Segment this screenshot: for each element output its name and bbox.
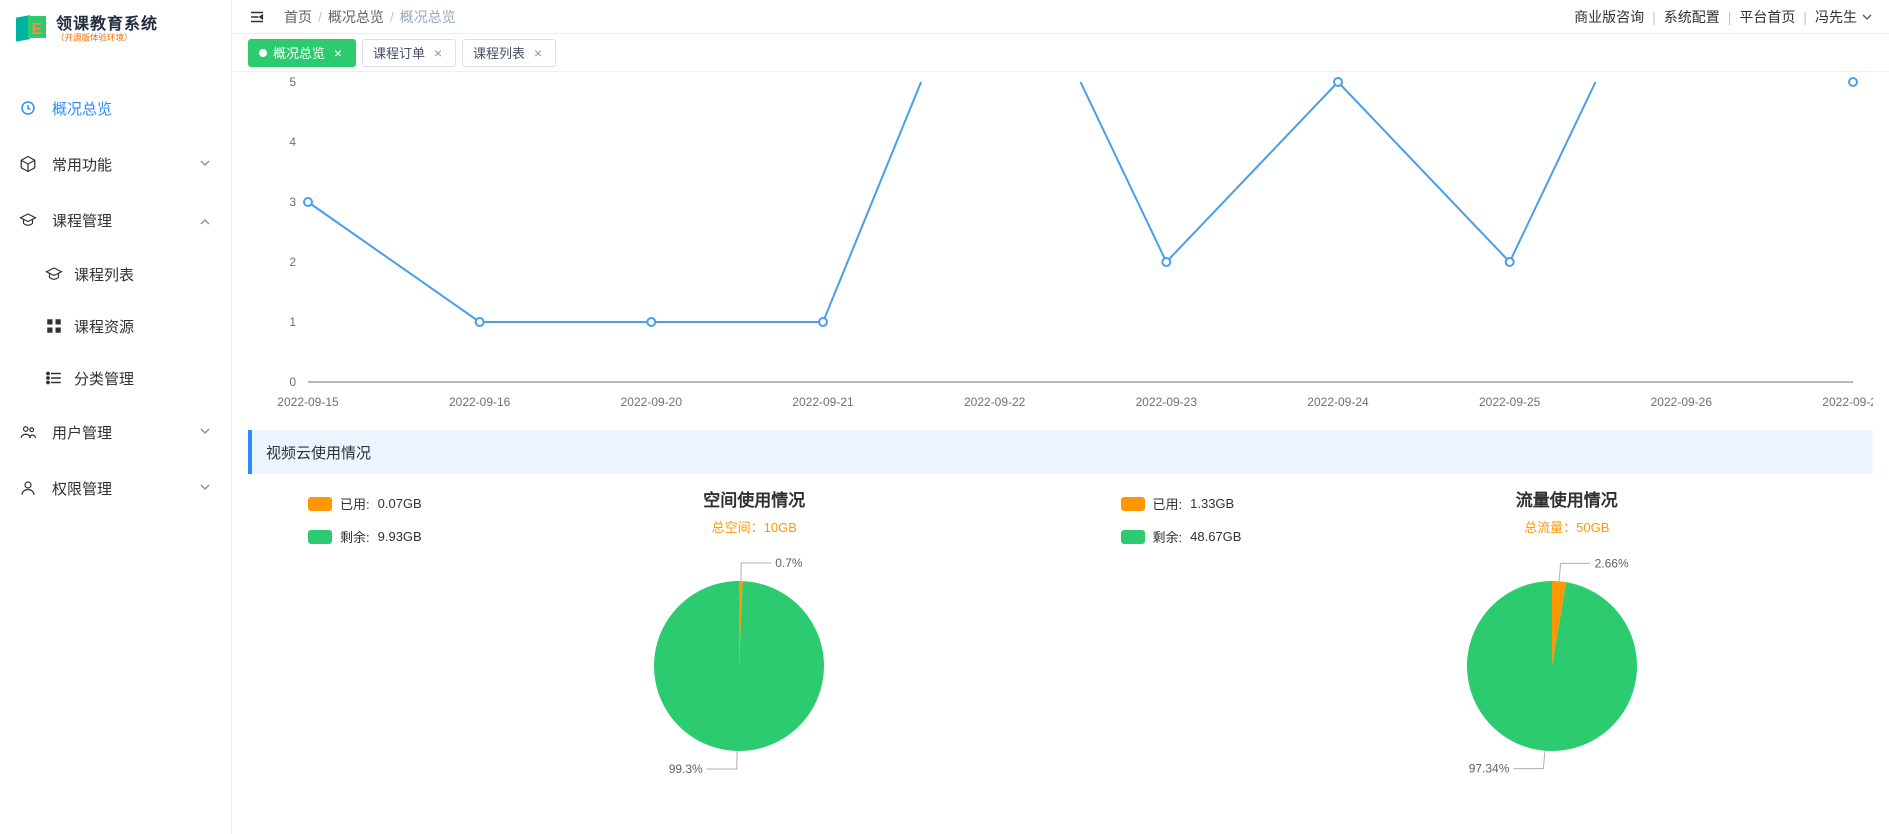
link-platform-home[interactable]: 平台首页 [1739,7,1795,27]
tab-active-dot [259,49,267,57]
pie-title-space: 空间使用情况 [703,486,805,511]
cube-icon [18,154,38,174]
breadcrumb-item[interactable]: 概况总览 [328,7,384,27]
tabs-bar: 概况总览×课程订单×课程列表× [232,34,1889,72]
sidebar-item-course-list[interactable]: 课程列表 [0,248,231,300]
pie-subtitle-space: 总空间：10GB [712,517,797,536]
line-chart: 0 1 2 3 4 5 2022-09-15 2022-09-16 2022-09-20 2022… [248,72,1873,422]
svg-text:4: 4 [289,135,296,149]
user-dropdown[interactable]: 冯先生 [1815,7,1873,27]
grad-cap-icon [44,264,64,284]
section-header-video: 视频云使用情况 [248,430,1873,474]
svg-text:2022-09-24: 2022-09-24 [1307,395,1369,409]
legend-remain[interactable]: 剩余: 48.67GB [1121,527,1261,546]
svg-text:2022-09-20: 2022-09-20 [621,395,683,409]
grad-cap-icon [18,210,38,230]
legend-used[interactable]: 已用: 1.33GB [1121,494,1261,513]
chevron-icon [199,480,211,497]
sidebar-item-category[interactable]: 分类管理 [0,352,231,404]
chevron-icon [199,424,211,441]
brand-logo[interactable]: E 领课教育系统 （开源版体验环境） [0,0,231,60]
svg-text:2022-09-26: 2022-09-26 [1651,395,1713,409]
chevron-icon [199,212,211,229]
sidebar-item-overview[interactable]: 概况总览 [0,80,231,136]
breadcrumb-item[interactable]: 首页 [284,7,312,27]
logo-icon: E [14,12,50,48]
svg-text:1: 1 [289,315,296,329]
link-sysconf[interactable]: 系统配置 [1664,7,1720,27]
pie-subtitle-traffic: 总流量：50GB [1524,517,1609,536]
sidebar-menu: 概况总览常用功能课程管理课程列表课程资源分类管理用户管理权限管理 [0,60,231,516]
dashboard-icon [18,98,38,118]
svg-text:97.34%: 97.34% [1468,762,1509,776]
space-pie-chart: 0.7% 99.3% [629,546,879,776]
svg-text:0.7%: 0.7% [776,556,804,570]
svg-text:2022-09-21: 2022-09-21 [792,395,854,409]
tab-概况总览[interactable]: 概况总览× [248,39,356,67]
svg-text:0: 0 [289,375,296,389]
pie-title-traffic: 流量使用情况 [1516,486,1618,511]
legend-swatch-remain [308,530,332,544]
legend-remain[interactable]: 剩余: 9.93GB [308,527,448,546]
sidebar-item-common[interactable]: 常用功能 [0,136,231,192]
breadcrumb: 首页 / 概况总览 / 概况总览 [284,7,1574,27]
grid-icon [44,316,64,336]
legend-swatch-used [1121,497,1145,511]
brand-title: 领课教育系统 [56,16,158,34]
pie-row: 已用: 0.07GB 剩余: 9.93GB 空间使用情况 总空间：10GB [248,486,1873,776]
svg-text:2022-09-16: 2022-09-16 [449,395,511,409]
legend-swatch-used [308,497,332,511]
close-icon[interactable]: × [331,46,345,60]
svg-text:2: 2 [289,255,296,269]
svg-text:2022-09-22: 2022-09-22 [964,395,1026,409]
svg-text:3: 3 [289,195,296,209]
space-usage-panel: 已用: 0.07GB 剩余: 9.93GB 空间使用情况 总空间：10GB [248,486,1061,776]
svg-text:2022-09-15: 2022-09-15 [277,395,339,409]
user-icon [18,478,38,498]
chevron-icon [199,156,211,173]
sidebar-item-course-resource[interactable]: 课程资源 [0,300,231,352]
close-icon[interactable]: × [531,46,545,60]
traffic-usage-panel: 已用: 1.33GB 剩余: 48.67GB 流量使用情况 总流量：50GB [1061,486,1874,776]
tab-课程列表[interactable]: 课程列表× [462,39,556,67]
sidebar: E 领课教育系统 （开源版体验环境） 概况总览常用功能课程管理课程列表课程资源分… [0,0,232,834]
sidebar-item-course[interactable]: 课程管理 [0,192,231,248]
svg-text:2022-09-23: 2022-09-23 [1136,395,1198,409]
list-icon [44,368,64,388]
svg-text:2022-09-25: 2022-09-25 [1479,395,1541,409]
chevron-down-icon [1861,11,1873,23]
link-consult[interactable]: 商业版咨询 [1574,7,1644,27]
svg-text:2022-09-28: 2022-09-28 [1822,395,1873,409]
sidebar-item-perm[interactable]: 权限管理 [0,460,231,516]
legend-swatch-remain [1121,530,1145,544]
traffic-pie-chart: 2.66% 97.34% [1442,546,1692,776]
tab-课程订单[interactable]: 课程订单× [362,39,456,67]
svg-text:5: 5 [289,75,296,89]
topbar: 首页 / 概况总览 / 概况总览 商业版咨询 | 系统配置 | 平台首页 | 冯… [232,0,1889,34]
sidebar-item-user[interactable]: 用户管理 [0,404,231,460]
close-icon[interactable]: × [431,46,445,60]
people-icon [18,422,38,442]
breadcrumb-item-current: 概况总览 [400,7,456,27]
user-name: 冯先生 [1815,7,1857,27]
svg-text:2.66%: 2.66% [1594,556,1628,570]
collapse-icon[interactable] [248,8,266,26]
svg-text:E: E [32,21,43,38]
svg-text:99.3%: 99.3% [669,762,703,776]
brand-subtitle: （开源版体验环境） [56,34,143,43]
legend-used[interactable]: 已用: 0.07GB [308,494,448,513]
